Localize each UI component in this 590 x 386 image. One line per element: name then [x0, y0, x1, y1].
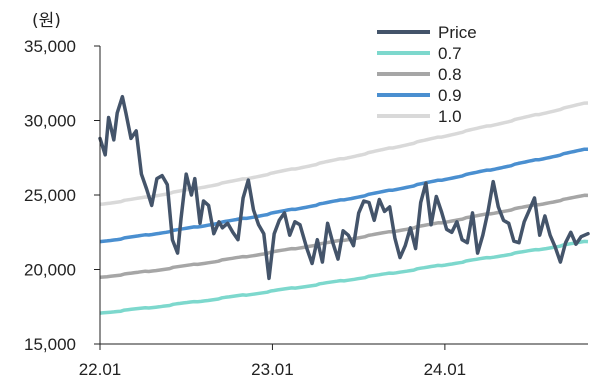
band-line-0-8 — [99, 193, 589, 280]
y-tick-label: 25,000 — [24, 186, 76, 205]
y-tick-label: 20,000 — [24, 261, 76, 280]
y-tick-label: 30,000 — [24, 112, 76, 131]
legend-label: 0.9 — [438, 86, 462, 105]
legend-label: 0.8 — [438, 65, 462, 84]
y-axis-ticks: 15,000 20,000 25,000 30,000 35,000 — [24, 37, 100, 354]
price-line — [98, 94, 590, 281]
band-line-0-9 — [99, 147, 588, 244]
y-axis-unit-label: (원) — [32, 11, 61, 31]
legend-label: Price — [438, 23, 477, 42]
legend: Price 0.7 0.8 0.9 1.0 — [377, 23, 477, 126]
y-tick-label: 15,000 — [24, 335, 76, 354]
band-line-1-0 — [99, 101, 589, 207]
y-tick-label: 35,000 — [24, 37, 76, 56]
x-tick-label: 23.01 — [251, 360, 294, 379]
x-tick-label: 24.01 — [424, 360, 467, 379]
legend-label: 0.7 — [438, 44, 462, 63]
band-line-0-7 — [99, 239, 589, 315]
x-tick-label: 22.01 — [79, 360, 122, 379]
series-layer — [98, 94, 590, 315]
legend-label: 1.0 — [438, 107, 462, 126]
